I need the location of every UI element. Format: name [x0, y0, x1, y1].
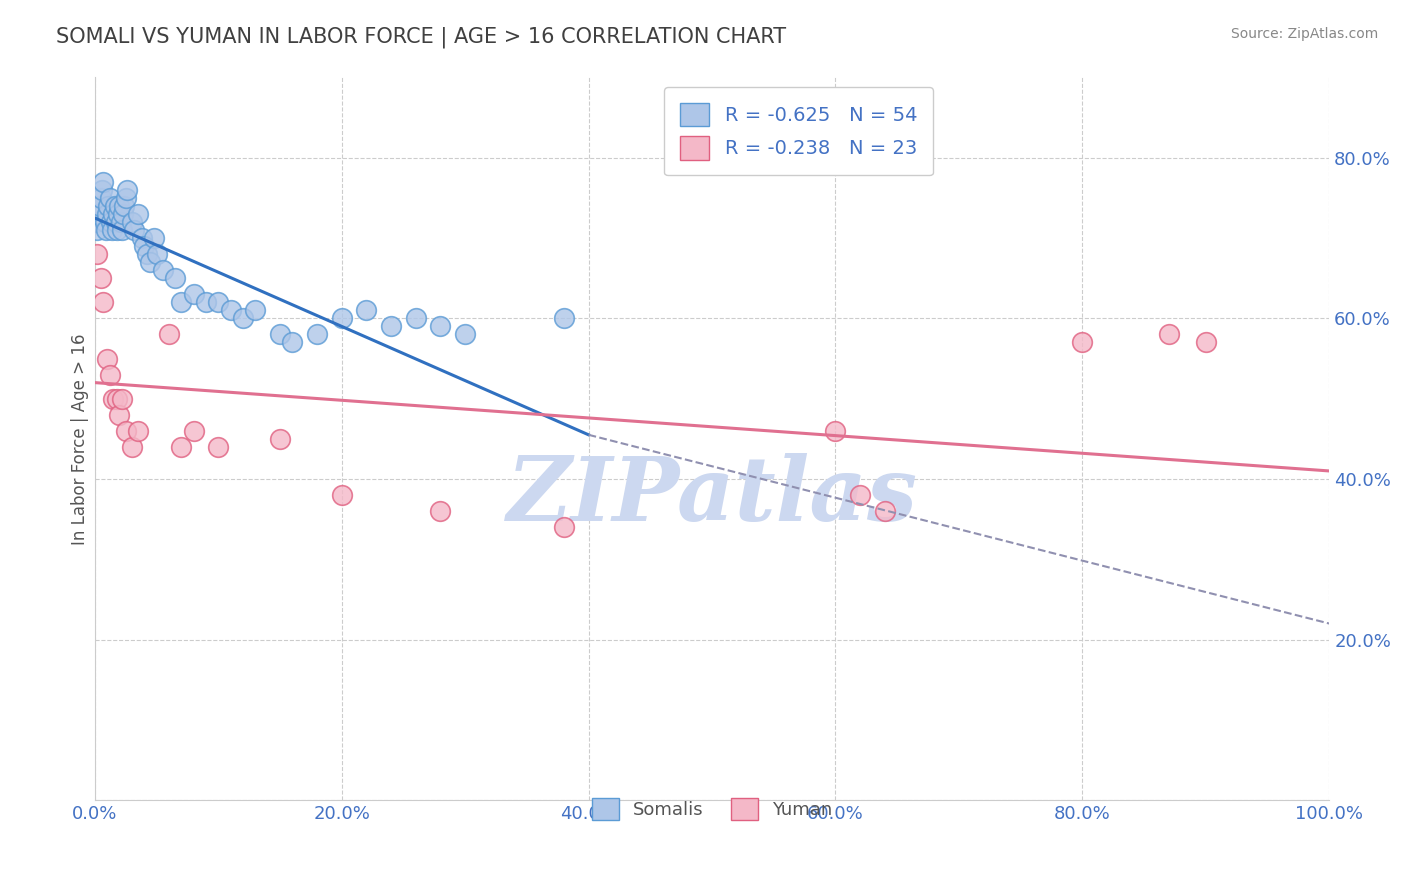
Point [207, 295, 229, 310]
Point [1071, 335, 1094, 350]
Point [183, 424, 205, 438]
Point [98, 368, 121, 382]
Text: Source: ZipAtlas.com: Source: ZipAtlas.com [1230, 27, 1378, 41]
Point [111, 223, 134, 237]
Point [96, 351, 118, 366]
Point [115, 183, 138, 197]
Point [269, 432, 291, 446]
Point [84, 215, 107, 229]
Point [163, 271, 186, 285]
Point [183, 287, 205, 301]
Point [107, 207, 129, 221]
Point [112, 199, 135, 213]
Point [170, 295, 193, 310]
Point [94, 223, 117, 237]
Point [121, 215, 143, 229]
Point [849, 488, 872, 502]
Point [103, 199, 125, 213]
Point [207, 440, 229, 454]
Text: ZIPatlas: ZIPatlas [506, 453, 918, 540]
Point [86, 247, 108, 261]
Point [127, 424, 149, 438]
Point [330, 311, 353, 326]
Point [105, 392, 128, 406]
Point [139, 255, 162, 269]
Point [93, 175, 115, 189]
Point [405, 311, 427, 326]
Point [112, 207, 135, 221]
Point [101, 223, 124, 237]
Point [121, 440, 143, 454]
Point [170, 440, 193, 454]
Point [429, 319, 451, 334]
Point [157, 327, 180, 342]
Point [873, 504, 896, 518]
Point [134, 239, 156, 253]
Point [135, 247, 157, 261]
Point [127, 207, 149, 221]
Point [87, 207, 110, 221]
Point [124, 223, 146, 237]
Point [143, 231, 166, 245]
Point [194, 295, 217, 310]
Point [305, 327, 328, 342]
Point [105, 223, 128, 237]
Point [245, 303, 267, 318]
Point [100, 215, 122, 229]
Point [553, 520, 575, 534]
Point [152, 263, 174, 277]
Point [90, 271, 112, 285]
Point [281, 335, 304, 350]
Point [108, 408, 131, 422]
Point [114, 191, 136, 205]
Legend: Somalis, Yuman: Somalis, Yuman [576, 784, 846, 835]
Y-axis label: In Labor Force | Age > 16: In Labor Force | Age > 16 [72, 333, 89, 545]
Point [104, 215, 127, 229]
Point [553, 311, 575, 326]
Point [380, 319, 402, 334]
Point [93, 295, 115, 310]
Point [89, 199, 111, 213]
Point [90, 191, 112, 205]
Point [232, 311, 254, 326]
Point [103, 392, 125, 406]
Point [86, 223, 108, 237]
Point [110, 215, 132, 229]
Point [824, 424, 846, 438]
Point [108, 199, 131, 213]
Point [96, 207, 118, 221]
Point [1157, 327, 1180, 342]
Point [356, 303, 378, 318]
Point [114, 424, 136, 438]
Text: SOMALI VS YUMAN IN LABOR FORCE | AGE > 16 CORRELATION CHART: SOMALI VS YUMAN IN LABOR FORCE | AGE > 1… [56, 27, 786, 48]
Point [111, 392, 134, 406]
Point [98, 191, 121, 205]
Point [454, 327, 477, 342]
Point [269, 327, 291, 342]
Point [97, 199, 120, 213]
Point [145, 247, 167, 261]
Point [1195, 335, 1218, 350]
Point [219, 303, 242, 318]
Point [93, 215, 115, 229]
Point [429, 504, 451, 518]
Point [131, 231, 153, 245]
Point [103, 207, 125, 221]
Point [91, 183, 114, 197]
Point [330, 488, 353, 502]
